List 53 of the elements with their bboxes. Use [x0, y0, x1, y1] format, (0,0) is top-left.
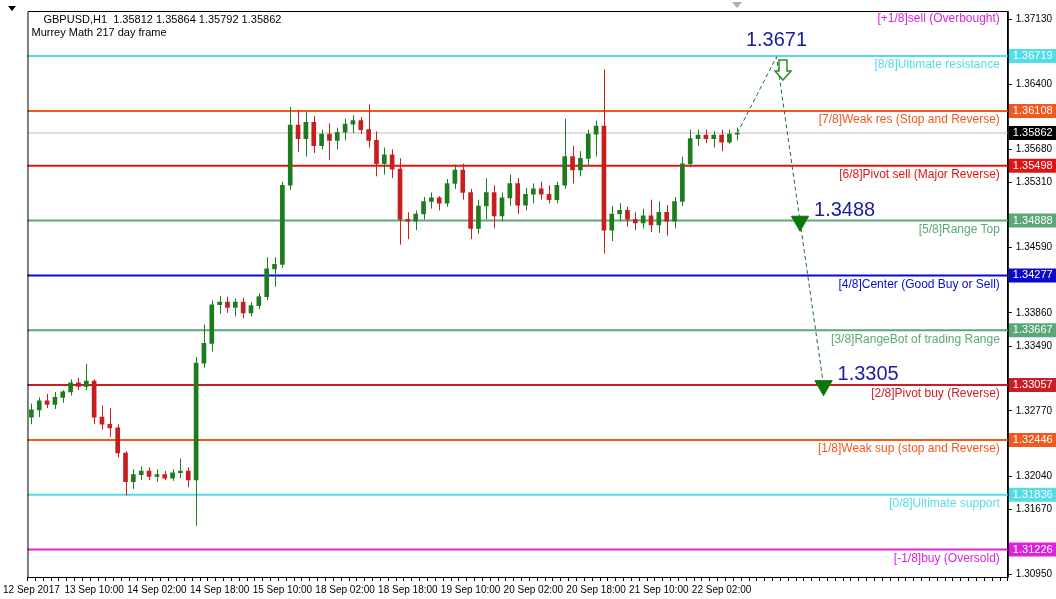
- x-tick-label: 14 Sep 18:00: [189, 583, 250, 595]
- y-tick-label: 1.35680: [1015, 143, 1053, 155]
- annotation: [5/8]Range Top: [918, 221, 1001, 236]
- annotation: [0/8]Ultimate support: [889, 496, 1001, 511]
- y-tick-label: 1.36400: [1015, 78, 1053, 90]
- annotation: [8/8]Ultimate resistance: [874, 57, 1001, 72]
- y-tick-label: 1.34590: [1015, 241, 1053, 253]
- data-label: 1.3488: [814, 197, 876, 220]
- x-tick-label: 12 Sep 2017: [3, 583, 61, 595]
- ref-line-label: 1.32446: [1012, 432, 1053, 445]
- annotation: [3/8]RangeBot of trading Range: [831, 331, 1001, 346]
- candlestick: [366, 103, 371, 149]
- chart-title: GBPUSD,H1 1.35812 1.35864 1.35792 1.35862: [43, 12, 282, 25]
- x-tick-label: 22 Sep 02:00: [691, 583, 752, 595]
- candlestick: [162, 470, 168, 481]
- ref-line-label: 1.36108: [1012, 103, 1053, 116]
- y-tick-label: 1.33490: [1015, 339, 1053, 351]
- annotation: [4/8]Center (Good Buy or Sell): [838, 276, 1000, 291]
- annotation: [7/8]Weak res (Stop and Reverse): [818, 112, 1000, 127]
- x-tick-label: 14 Sep 02:00: [127, 583, 188, 595]
- ref-line-label: 1.34277: [1012, 268, 1053, 281]
- x-tick-label: 18 Sep 02:00: [315, 583, 376, 595]
- annotation: [+1/8]sell (Overbought): [877, 11, 1000, 26]
- annotation: [6/8]Pivot sell (Major Reverse): [839, 167, 1000, 182]
- x-tick-label: 21 Sep 10:00: [629, 583, 690, 595]
- ref-line-label: 1.36719: [1012, 49, 1053, 62]
- annotation: [-1/8]buy (Oversold): [893, 550, 1000, 565]
- annotation: [1/8]Weak sup (stop and Reverse): [817, 441, 1000, 456]
- ref-line-label: 1.33667: [1012, 323, 1053, 336]
- ref-line-label: 1.31836: [1012, 487, 1053, 500]
- ref-line-label: 1.35862: [1012, 126, 1053, 139]
- text: Murrey Math 217 day frame: [31, 25, 167, 38]
- ref-line-label: 1.34888: [1012, 213, 1053, 226]
- data-label: 1.3671: [745, 28, 808, 51]
- y-tick-label: 1.37130: [1015, 12, 1053, 24]
- x-tick-label: 20 Sep 18:00: [566, 583, 627, 595]
- candlestick: [170, 468, 175, 482]
- y-tick-label: 1.33860: [1015, 306, 1053, 318]
- y-tick-label: 1.30950: [1015, 568, 1053, 580]
- ref-line-label: 1.35498: [1012, 158, 1053, 171]
- ref-line-label: 1.31226: [1012, 542, 1053, 555]
- y-tick-label: 1.32770: [1015, 404, 1053, 416]
- ref-line-label: 1.33057: [1012, 378, 1053, 391]
- x-tick-label: 18 Sep 18:00: [378, 583, 439, 595]
- x-tick-label: 15 Sep 10:00: [252, 583, 313, 595]
- y-tick-label: 1.35310: [1015, 176, 1053, 188]
- annotation: [2/8]Pivot buy (Reverse): [871, 386, 1000, 401]
- y-tick-label: 1.32040: [1015, 470, 1053, 482]
- y-tick-label: 1.31670: [1015, 503, 1053, 515]
- x-tick-label: 20 Sep 02:00: [503, 583, 564, 595]
- data-label: 1.3305: [837, 362, 899, 385]
- x-tick-label: 19 Sep 10:00: [440, 583, 501, 595]
- x-tick-label: 13 Sep 10:00: [64, 583, 125, 595]
